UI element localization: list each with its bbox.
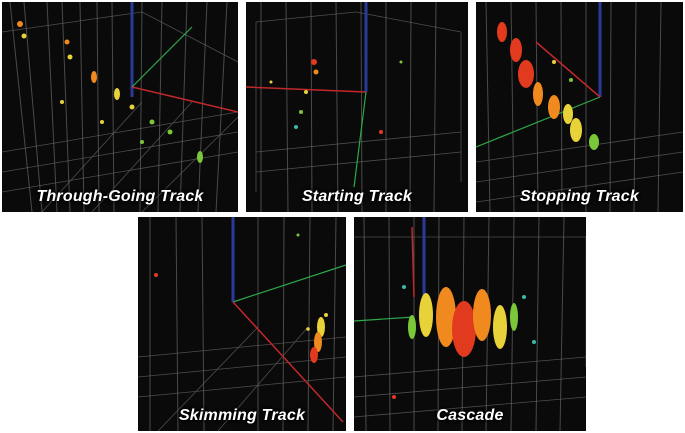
caption-starting-track: Starting Track [301, 188, 413, 205]
panel-stopping-track: Stopping Track [476, 2, 683, 212]
caption-skimming-track: Skimming Track [178, 407, 306, 424]
caption-cascade: Cascade [436, 407, 504, 424]
event-display-through-going [2, 2, 238, 212]
panel-starting-track: Starting Track [246, 2, 468, 212]
panel-skimming-track: Skimming Track [138, 217, 346, 431]
panel-through-going-track: Through-Going Track [2, 2, 238, 212]
panel-cascade: Cascade [354, 217, 586, 431]
event-display-stopping [476, 2, 683, 212]
event-display-cascade [354, 217, 586, 431]
event-display-skimming [138, 217, 346, 431]
caption-stopping-track: Stopping Track [520, 188, 639, 205]
caption-through-going-track: Through-Going Track [36, 188, 204, 205]
event-display-starting [246, 2, 462, 212]
